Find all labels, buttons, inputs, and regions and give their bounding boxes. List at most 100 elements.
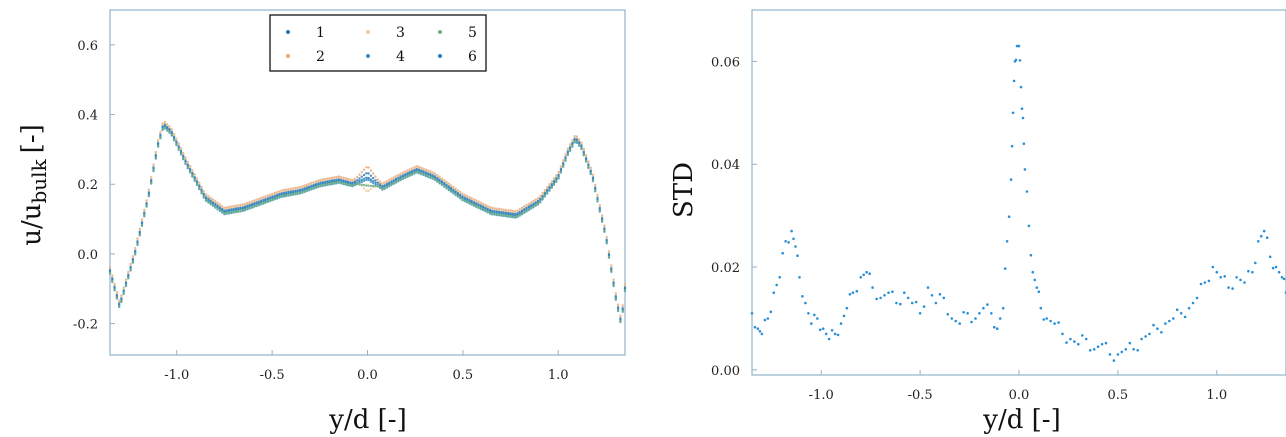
std-point bbox=[760, 332, 764, 336]
series-5-point bbox=[246, 207, 249, 210]
std-point bbox=[1148, 332, 1151, 336]
series-5-point bbox=[163, 126, 167, 129]
series-6-point bbox=[621, 307, 624, 310]
std-point bbox=[1175, 308, 1179, 312]
series-5-point bbox=[447, 188, 450, 191]
series-6-point bbox=[564, 156, 567, 159]
series-6-point bbox=[143, 211, 146, 214]
series-5-point bbox=[383, 186, 386, 190]
series-6-point bbox=[623, 286, 627, 289]
y-axis-label-left: u/ubulk [-] bbox=[17, 124, 51, 246]
series-5-point bbox=[253, 204, 256, 208]
series-5-point bbox=[513, 215, 517, 218]
std-point bbox=[1280, 276, 1284, 279]
std-point bbox=[914, 300, 918, 304]
series-6-point bbox=[539, 197, 542, 200]
series-5-point bbox=[115, 296, 119, 299]
std-point bbox=[1172, 317, 1175, 320]
std-point bbox=[1003, 267, 1007, 270]
std-point bbox=[1001, 306, 1005, 310]
series-1-point bbox=[358, 179, 361, 183]
std-point bbox=[887, 291, 890, 295]
legend-marker bbox=[366, 54, 370, 58]
series-6-point bbox=[287, 190, 290, 194]
std-point bbox=[910, 301, 914, 305]
std-point bbox=[1132, 348, 1135, 351]
std-point bbox=[1120, 350, 1124, 354]
std-point bbox=[1227, 286, 1230, 289]
series-5-point bbox=[259, 202, 263, 205]
series-6-point bbox=[365, 172, 368, 175]
series-5-point bbox=[191, 174, 194, 178]
series-6-point bbox=[518, 210, 521, 214]
std-point bbox=[1211, 265, 1215, 269]
series-5-point bbox=[562, 164, 565, 168]
series-6-point bbox=[221, 207, 224, 211]
series-6-point bbox=[193, 176, 196, 179]
series-6-point bbox=[388, 181, 391, 184]
series-6-point bbox=[477, 203, 480, 206]
std-point bbox=[954, 319, 957, 323]
series-5-point bbox=[248, 206, 251, 209]
series-5-point bbox=[310, 187, 313, 190]
std-point bbox=[1011, 111, 1015, 115]
std-point bbox=[1045, 317, 1048, 320]
series-6-point bbox=[431, 174, 434, 177]
series-6-point bbox=[282, 191, 286, 195]
series-2-point bbox=[365, 166, 368, 169]
series-5-point bbox=[145, 204, 148, 208]
x-tick-label: 0.5 bbox=[1108, 388, 1129, 403]
series-5-point bbox=[239, 209, 242, 212]
std-point bbox=[1035, 286, 1039, 289]
std-point bbox=[1092, 348, 1096, 351]
plot-frame-right bbox=[751, 9, 1286, 376]
series-5-point bbox=[500, 213, 503, 217]
series-5-point bbox=[353, 183, 357, 186]
series-6-point bbox=[385, 182, 389, 186]
series-5-point bbox=[536, 202, 540, 205]
std-point bbox=[1005, 240, 1009, 243]
std-point bbox=[1199, 282, 1203, 286]
legend-item-4: 4 bbox=[366, 49, 405, 65]
series-6-point bbox=[111, 277, 114, 280]
series-6-point bbox=[507, 211, 510, 215]
series-5-point bbox=[472, 203, 476, 207]
std-point bbox=[1017, 44, 1021, 48]
series-6-point bbox=[113, 285, 116, 288]
series-6-point bbox=[401, 174, 405, 177]
series-6-point bbox=[552, 180, 556, 183]
series-6-point bbox=[555, 177, 558, 180]
series-5-point bbox=[374, 185, 377, 188]
series-5-point bbox=[591, 179, 595, 182]
series-5-point bbox=[532, 205, 535, 208]
std-point bbox=[895, 301, 898, 305]
series-6-point bbox=[230, 208, 233, 211]
series-6-point bbox=[415, 167, 418, 171]
series-6-point bbox=[440, 180, 444, 183]
series-5-point bbox=[392, 181, 395, 185]
series-2-point bbox=[369, 169, 373, 172]
series-6-point bbox=[461, 195, 464, 198]
series-5-point bbox=[301, 190, 304, 194]
series-5-point bbox=[108, 271, 112, 274]
std-point bbox=[1282, 277, 1286, 281]
series-6-point bbox=[374, 179, 377, 182]
series-6-point bbox=[566, 150, 569, 153]
series-6-point bbox=[182, 154, 185, 157]
series-5-point bbox=[209, 202, 212, 205]
y-tick-label: 0.4 bbox=[77, 109, 98, 124]
series-6-point bbox=[307, 185, 311, 188]
series-3-point bbox=[365, 189, 368, 192]
series-6-point bbox=[532, 202, 535, 205]
std-point bbox=[993, 325, 996, 329]
series-5-point bbox=[394, 180, 398, 183]
legend-items: 1 3 5 2 4 6 bbox=[286, 25, 477, 65]
std-point bbox=[798, 276, 801, 279]
series-5-point bbox=[438, 181, 441, 184]
series-6-point bbox=[504, 211, 508, 214]
series-5-point bbox=[326, 183, 329, 186]
std-point bbox=[1243, 281, 1246, 284]
series-6-point bbox=[175, 140, 178, 143]
std-point bbox=[942, 296, 946, 300]
series-6-point bbox=[340, 178, 343, 182]
